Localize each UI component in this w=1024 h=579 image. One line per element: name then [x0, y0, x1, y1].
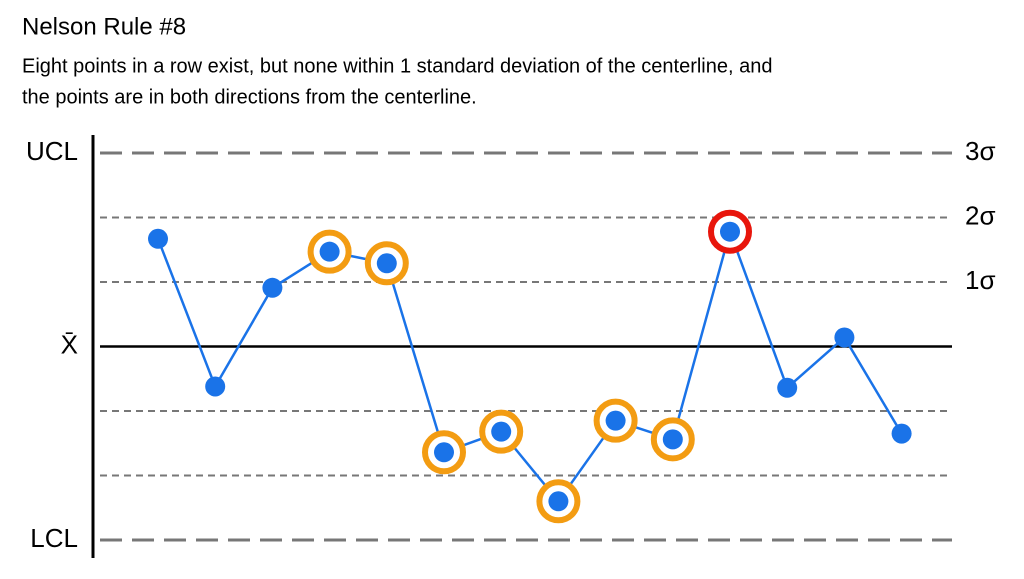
y-tick-label: UCL [26, 136, 78, 166]
series-line [156, 227, 903, 504]
y2-tick-label: 1σ [965, 265, 996, 295]
y-tick-label: LCL [30, 523, 78, 553]
data-point [605, 410, 626, 431]
data-point [834, 327, 855, 348]
data-point [376, 253, 397, 274]
chart-subtitle: the points are in both directions from t… [22, 86, 477, 108]
data-point [548, 491, 569, 512]
data-point [777, 377, 798, 398]
data-point [662, 429, 683, 450]
data-point [720, 221, 740, 242]
data-point [205, 376, 226, 397]
data-point [434, 442, 454, 463]
data-point [319, 241, 340, 262]
y2-tick-label: 2σ [965, 200, 996, 230]
data-point [491, 421, 512, 442]
chart-subtitle: Eight points in a row exist, but none wi… [22, 55, 772, 77]
data-point [148, 228, 168, 249]
chart-title: Nelson Rule #8 [22, 13, 186, 40]
y2-tick-label: 3σ [965, 136, 996, 166]
data-point [262, 277, 283, 298]
y-tick-label: X̄ [61, 329, 78, 359]
data-point [891, 423, 912, 444]
